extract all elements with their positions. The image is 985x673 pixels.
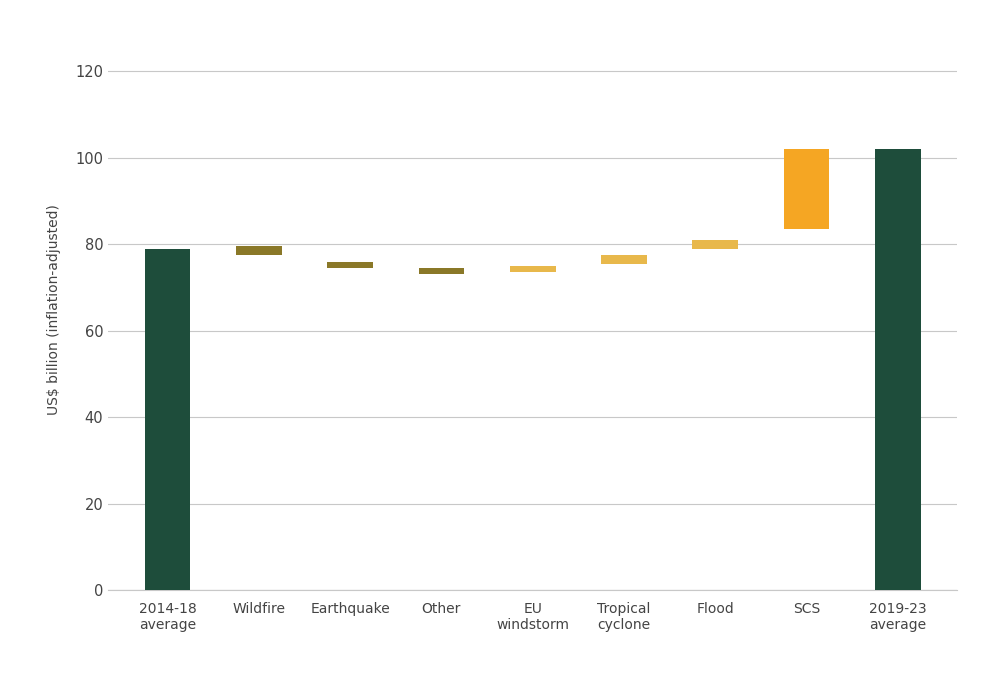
Bar xyxy=(236,246,282,255)
Y-axis label: US$ billion (inflation-adjusted): US$ billion (inflation-adjusted) xyxy=(47,204,61,415)
Bar xyxy=(510,266,556,273)
Bar xyxy=(601,255,647,264)
Bar xyxy=(327,262,373,268)
Bar xyxy=(692,240,738,248)
Bar xyxy=(419,268,464,275)
Bar xyxy=(875,149,921,590)
Bar xyxy=(784,149,829,229)
Bar xyxy=(145,248,190,590)
